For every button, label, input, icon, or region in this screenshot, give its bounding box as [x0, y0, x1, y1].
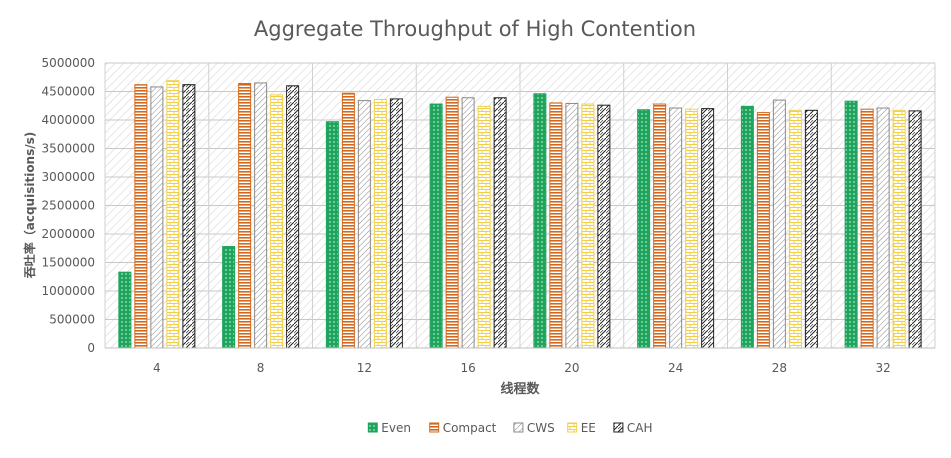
x-tick-label: 12	[357, 361, 372, 375]
legend-label-cah: CAH	[627, 421, 653, 435]
bar-cws-8	[254, 82, 268, 349]
bar-ee-16	[477, 105, 491, 349]
x-tick-label: 8	[257, 361, 265, 375]
bar-compact-12	[341, 92, 355, 349]
y-tick-label: 1000000	[42, 284, 95, 298]
bar-even-12	[325, 121, 339, 349]
bar-compact-16	[445, 96, 459, 349]
bar-cah-16	[493, 97, 507, 349]
y-tick-label: 4500000	[42, 85, 95, 99]
chart-title: Aggregate Throughput of High Contention	[254, 17, 696, 41]
bar-cws-16	[461, 97, 475, 349]
bar-cws-32	[876, 107, 890, 349]
bar-compact-28	[756, 112, 770, 349]
bar-compact-32	[860, 108, 874, 349]
x-tick-label: 4	[153, 361, 161, 375]
legend-swatch-cah	[613, 422, 624, 433]
bar-even-8	[222, 246, 236, 349]
bar-ee-32	[892, 109, 906, 349]
bar-cws-20	[565, 102, 579, 349]
plot-area: 0 500000 1000000 1500000 2000000 2500000 30000…	[42, 56, 936, 375]
bar-ee-28	[788, 109, 802, 349]
bar-even-16	[429, 103, 443, 349]
y-tick-label: 0	[87, 341, 95, 355]
bar-ee-24	[685, 108, 699, 349]
x-tick-label: 28	[772, 361, 787, 375]
y-tick-label: 500000	[49, 313, 95, 327]
x-tick-label: 24	[668, 361, 683, 375]
bar-ee-12	[373, 98, 387, 349]
bar-compact-20	[549, 102, 563, 349]
legend-label-even: Even	[381, 421, 411, 435]
legend-swatch-cws	[513, 422, 524, 433]
bar-cws-28	[772, 99, 786, 349]
bar-compact-24	[653, 103, 667, 349]
bar-cah-20	[597, 104, 611, 349]
legend-label-ee: EE	[581, 421, 596, 435]
bar-compact-4	[134, 84, 148, 349]
x-tick-label: 20	[564, 361, 579, 375]
bar-cah-12	[389, 98, 403, 349]
legend-label-cws: CWS	[527, 421, 555, 435]
bar-ee-4	[166, 80, 180, 349]
x-tick-label: 16	[460, 361, 475, 375]
y-tick-label: 5000000	[42, 56, 95, 70]
bar-even-28	[740, 105, 754, 349]
legend: Even Compact CWS EE CAH	[367, 421, 653, 435]
y-tick-label: 2000000	[42, 227, 95, 241]
legend-swatch-ee	[567, 422, 578, 433]
bar-cws-12	[357, 100, 371, 349]
bar-cah-32	[908, 110, 922, 349]
bar-even-20	[533, 93, 547, 349]
bar-even-32	[844, 100, 858, 349]
bar-cws-4	[150, 86, 164, 349]
y-axis-label: 吞吐率（acquisitions/s)	[22, 132, 37, 279]
y-tick-label: 2500000	[42, 199, 95, 213]
x-tick-label: 32	[875, 361, 890, 375]
y-tick-label: 4000000	[42, 113, 95, 127]
bar-ee-20	[581, 103, 595, 349]
bar-cah-8	[286, 85, 300, 349]
bar-cws-24	[669, 107, 683, 349]
y-tick-label: 3500000	[42, 142, 95, 156]
bar-even-4	[118, 271, 132, 349]
bar-cah-4	[182, 84, 196, 349]
legend-label-compact: Compact	[443, 421, 497, 435]
y-tick-label: 1500000	[42, 256, 95, 270]
bar-cah-28	[804, 109, 818, 349]
bar-even-24	[637, 109, 651, 349]
legend-swatch-compact	[429, 422, 440, 433]
legend-swatch-even	[367, 422, 378, 433]
x-axis-label: 线程数	[500, 381, 540, 397]
y-tick-label: 3000000	[42, 170, 95, 184]
bar-ee-8	[270, 94, 284, 349]
bar-compact-8	[238, 83, 252, 349]
bar-cah-24	[701, 108, 715, 349]
